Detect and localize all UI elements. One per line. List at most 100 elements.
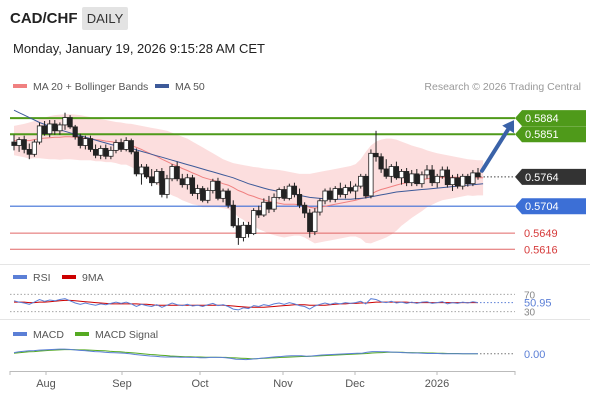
candle-body-down (444, 169, 451, 186)
level-value: 0.5649 (524, 228, 558, 240)
candle-body-up (271, 196, 277, 210)
candle-body-up (342, 187, 349, 195)
level-tag (515, 198, 586, 215)
candle-body-up (194, 188, 201, 194)
candle (72, 124, 78, 140)
candle (266, 195, 272, 214)
candle-body-down (307, 212, 313, 233)
candle-body-down (41, 125, 48, 135)
candle-body-up (470, 172, 476, 185)
candle (342, 184, 349, 199)
candle (337, 182, 343, 198)
level-tag (515, 126, 586, 143)
candle (455, 173, 461, 189)
candle (225, 188, 231, 209)
candle-body-down (174, 166, 180, 180)
candle-body-down (133, 151, 139, 175)
candle (398, 168, 405, 185)
candle-body-down (179, 178, 185, 186)
candle (383, 159, 389, 179)
candle-body-up (154, 171, 160, 184)
level-label-resistance: 0.5851 (515, 126, 586, 143)
candle-body-down (149, 176, 155, 184)
candle-body-up (220, 190, 226, 199)
candle (36, 122, 43, 145)
period-badge[interactable]: DAILY (82, 7, 128, 30)
candle (184, 173, 190, 190)
candle (424, 165, 430, 179)
candle (230, 200, 236, 228)
rsi9-legend-swatch (62, 275, 76, 279)
candle-body-up (419, 174, 425, 185)
candle (113, 139, 119, 154)
candle-body-down (302, 204, 308, 214)
macd-signal-legend-label: MACD Signal (95, 329, 158, 341)
candle (271, 193, 277, 213)
candle-body-up (210, 180, 216, 191)
candle (62, 112, 68, 130)
candle (128, 138, 134, 155)
candle-body-up (460, 175, 466, 187)
current-price-value: 0.5764 (525, 172, 559, 184)
candle-body-down (475, 172, 481, 178)
candle-body-down (414, 173, 420, 185)
candle-body-down (77, 136, 83, 146)
candle (256, 205, 262, 218)
candle (194, 184, 201, 200)
copyright-label: Research © 2026 Trading Central (424, 81, 581, 93)
candle (16, 137, 22, 152)
candle-body-up (36, 125, 43, 143)
candle-body-up (409, 173, 415, 184)
candle (393, 161, 400, 180)
macd-layer: 0.00 (13, 348, 545, 361)
candle (31, 139, 37, 157)
candle-body-down (92, 149, 99, 156)
candle (52, 120, 58, 135)
candle (143, 164, 150, 179)
candle-body-down (11, 141, 17, 146)
candle-body-down (393, 166, 400, 179)
candle-body-up (312, 211, 318, 233)
macd-signal-legend-swatch (75, 332, 89, 336)
candle-body-down (200, 188, 206, 201)
candle-body-up (123, 140, 129, 150)
time-axis-label: Dec (345, 378, 365, 390)
rsi-legend-swatch (13, 275, 27, 279)
candle (414, 168, 420, 187)
candle-body-down (404, 171, 410, 184)
candle (41, 121, 48, 136)
candle-body-down (245, 224, 252, 235)
candle-body-up (164, 178, 170, 195)
candle-body-down (296, 194, 303, 206)
candle (169, 164, 175, 182)
candle-body-up (184, 177, 190, 186)
candle-body-up (398, 171, 405, 179)
ma50-legend-swatch (155, 84, 169, 88)
candle (261, 198, 267, 217)
macd-legend-label: MACD (33, 329, 64, 341)
time-axis-label: Aug (36, 378, 56, 390)
candle (363, 173, 369, 199)
candle (164, 174, 170, 199)
candle-body-down (215, 180, 221, 199)
candle-body-down (159, 171, 165, 195)
candle-body-up (286, 185, 292, 199)
time-axis-ticks: Aug Sep Oct Nov Dec 2026 (9, 371, 516, 390)
candle-body-down (128, 140, 134, 153)
candle-body-up (31, 141, 37, 155)
candle-body-down (465, 175, 471, 185)
candle-body-down (266, 201, 272, 210)
candle (409, 169, 415, 187)
ma20-legend-label: MA 20 + Bollinger Bands (33, 81, 148, 93)
candle (98, 145, 104, 160)
candle (174, 161, 180, 182)
candle-body-up (98, 148, 104, 156)
candle-body-up (368, 152, 374, 197)
time-axis-label: 2026 (425, 378, 449, 390)
candle (67, 115, 73, 129)
time-axis-label: Oct (191, 378, 208, 390)
candle-body-up (261, 201, 267, 216)
candle-body-down (455, 177, 461, 187)
candle (210, 178, 216, 194)
